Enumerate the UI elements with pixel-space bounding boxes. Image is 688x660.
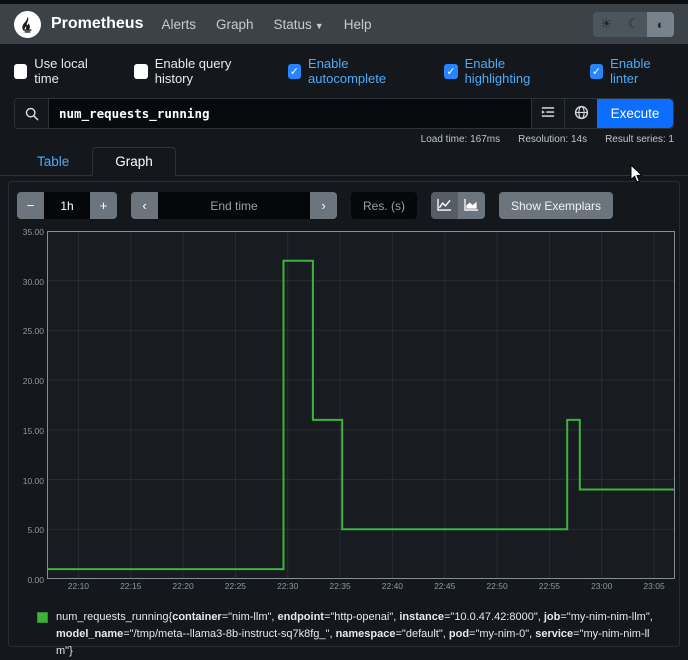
- top-strip: [0, 0, 688, 4]
- end-time-input[interactable]: [158, 192, 310, 219]
- option-label: Enable autocomplete: [308, 56, 387, 86]
- x-axis-tick: 22:15: [120, 581, 142, 591]
- execute-button[interactable]: Execute: [597, 99, 673, 128]
- chart-type-toggle: [431, 192, 485, 219]
- y-axis-tick: 10.00: [22, 475, 44, 486]
- x-axis-tick: 23:05: [643, 581, 665, 591]
- checkbox-unchecked-icon[interactable]: [134, 63, 148, 79]
- nav-link-alerts[interactable]: Alerts: [161, 16, 196, 32]
- theme-light-button[interactable]: ☀: [593, 12, 620, 37]
- line-chart-button[interactable]: [431, 192, 458, 219]
- option-label: Enable query history: [154, 56, 232, 86]
- stat-resolution: Resolution: 14s: [518, 134, 588, 145]
- globe-icon: [574, 105, 589, 123]
- y-axis-tick: 30.00: [22, 276, 44, 287]
- y-axis-tick: 15.00: [22, 425, 44, 436]
- navbar: Prometheus Alerts Graph Status ▼ Help ☀ ☾ ◐: [0, 4, 688, 44]
- options-row: Use local time Enable query history ✓ Enabl…: [0, 44, 688, 94]
- prometheus-logo-icon: [14, 10, 41, 38]
- stat-result-series: Result series: 1: [605, 134, 674, 145]
- checkbox-checked-icon[interactable]: ✓: [287, 63, 302, 79]
- graph-panel: − + ‹ ›: [8, 181, 680, 657]
- query-stats: Load time: 167ms Resolution: 14s Result se…: [0, 129, 688, 145]
- query-row: Execute: [0, 94, 688, 129]
- option-enable-query-history[interactable]: Enable query history: [134, 56, 259, 86]
- option-enable-autocomplete[interactable]: ✓ Enable autocomplete: [287, 56, 417, 86]
- chart: 0.00 5.00 10.00 15.00 20.00 25.00 30.00 35.00: [15, 227, 675, 585]
- stat-load-time: Load time: 167ms: [420, 134, 501, 145]
- checkbox-unchecked-icon[interactable]: [14, 63, 28, 79]
- sun-icon: ☀: [600, 16, 613, 31]
- end-time-control: ‹ ›: [131, 192, 337, 219]
- x-axis-tick: 22:35: [329, 581, 351, 591]
- time-back-button[interactable]: ‹: [131, 192, 158, 219]
- range-increase-button[interactable]: +: [90, 192, 117, 219]
- stacked-chart-button[interactable]: [458, 192, 485, 219]
- x-axis-tick: 22:30: [277, 581, 299, 591]
- y-axis-tick: 20.00: [22, 376, 44, 387]
- x-axis: 22:10 22:15 22:20 22:25 22:30 22:35 22:40 22:45…: [47, 579, 673, 595]
- x-axis-tick: 22:40: [381, 581, 404, 591]
- series-line: [47, 259, 675, 571]
- option-label: Enable highlighting: [464, 56, 531, 86]
- option-enable-linter[interactable]: ✓ Enable linter: [589, 56, 674, 86]
- option-label: Enable linter: [610, 56, 651, 86]
- y-axis-tick: 25.00: [22, 326, 44, 337]
- y-axis: 0.00 5.00 10.00 15.00 20.00 25.00 30.00 35.00: [15, 227, 47, 585]
- range-control: − +: [17, 192, 117, 219]
- y-axis-tick: 0.00: [27, 575, 44, 585]
- x-axis-tick: 23:00: [591, 581, 613, 591]
- theme-auto-button[interactable]: ◐: [647, 11, 674, 37]
- plot-area[interactable]: [47, 231, 675, 579]
- nav-link-graph[interactable]: Graph: [215, 16, 254, 32]
- brand[interactable]: Prometheus: [14, 10, 144, 38]
- brand-name: Prometheus: [51, 15, 144, 32]
- nav-link-help[interactable]: Help: [343, 16, 372, 32]
- checkbox-checked-icon[interactable]: ✓: [444, 63, 458, 79]
- x-axis-tick: 22:25: [224, 581, 247, 591]
- metrics-explorer-icon: [541, 105, 555, 122]
- y-axis-tick: 5.00: [27, 525, 44, 536]
- option-use-local-time[interactable]: Use local time: [14, 56, 106, 86]
- y-axis-tick: 35.00: [22, 227, 44, 237]
- range-input[interactable]: [44, 192, 90, 219]
- line-chart-icon: [437, 198, 452, 213]
- option-label: Use local time: [34, 56, 88, 86]
- chevron-down-icon: ▼: [314, 20, 324, 31]
- series-label: num_requests_running{container="nim-llm"…: [56, 611, 653, 658]
- query-expression-input[interactable]: [49, 99, 531, 128]
- range-decrease-button[interactable]: −: [17, 192, 44, 219]
- nav-link-status[interactable]: Status ▼: [273, 16, 324, 32]
- tab-graph[interactable]: Graph: [92, 147, 176, 176]
- contrast-icon: ◐: [656, 16, 665, 32]
- metrics-explorer-button[interactable]: [531, 99, 564, 128]
- stacked-chart-icon: [464, 198, 479, 213]
- search-icon: [15, 99, 49, 128]
- legend-item[interactable]: num_requests_running{container="nim-llm"…: [15, 595, 673, 660]
- result-tabs: Table Graph: [0, 145, 688, 176]
- option-enable-highlighting[interactable]: ✓ Enable highlighting: [444, 56, 562, 86]
- tab-table[interactable]: Table: [37, 154, 70, 169]
- moon-icon: ☾: [627, 16, 640, 31]
- query-input-group: Execute: [14, 98, 674, 129]
- graph-controls: − + ‹ ›: [15, 190, 673, 229]
- show-exemplars-button[interactable]: Show Exemplars: [499, 192, 614, 219]
- nav-links: Alerts Graph Status ▼ Help: [161, 17, 371, 32]
- x-axis-tick: 22:20: [172, 581, 194, 591]
- x-axis-tick: 22:10: [67, 581, 90, 591]
- theme-dark-button[interactable]: ☾: [620, 12, 647, 37]
- series-color-swatch: [37, 612, 48, 623]
- resolution-input[interactable]: [351, 192, 417, 219]
- theme-switcher: ☀ ☾ ◐: [593, 11, 674, 37]
- x-axis-tick: 22:45: [434, 581, 456, 591]
- time-forward-button[interactable]: ›: [310, 192, 337, 219]
- x-axis-tick: 22:50: [486, 581, 508, 591]
- x-axis-tick: 22:55: [538, 581, 561, 591]
- checkbox-checked-icon[interactable]: ✓: [589, 63, 604, 79]
- globe-button[interactable]: [564, 99, 597, 128]
